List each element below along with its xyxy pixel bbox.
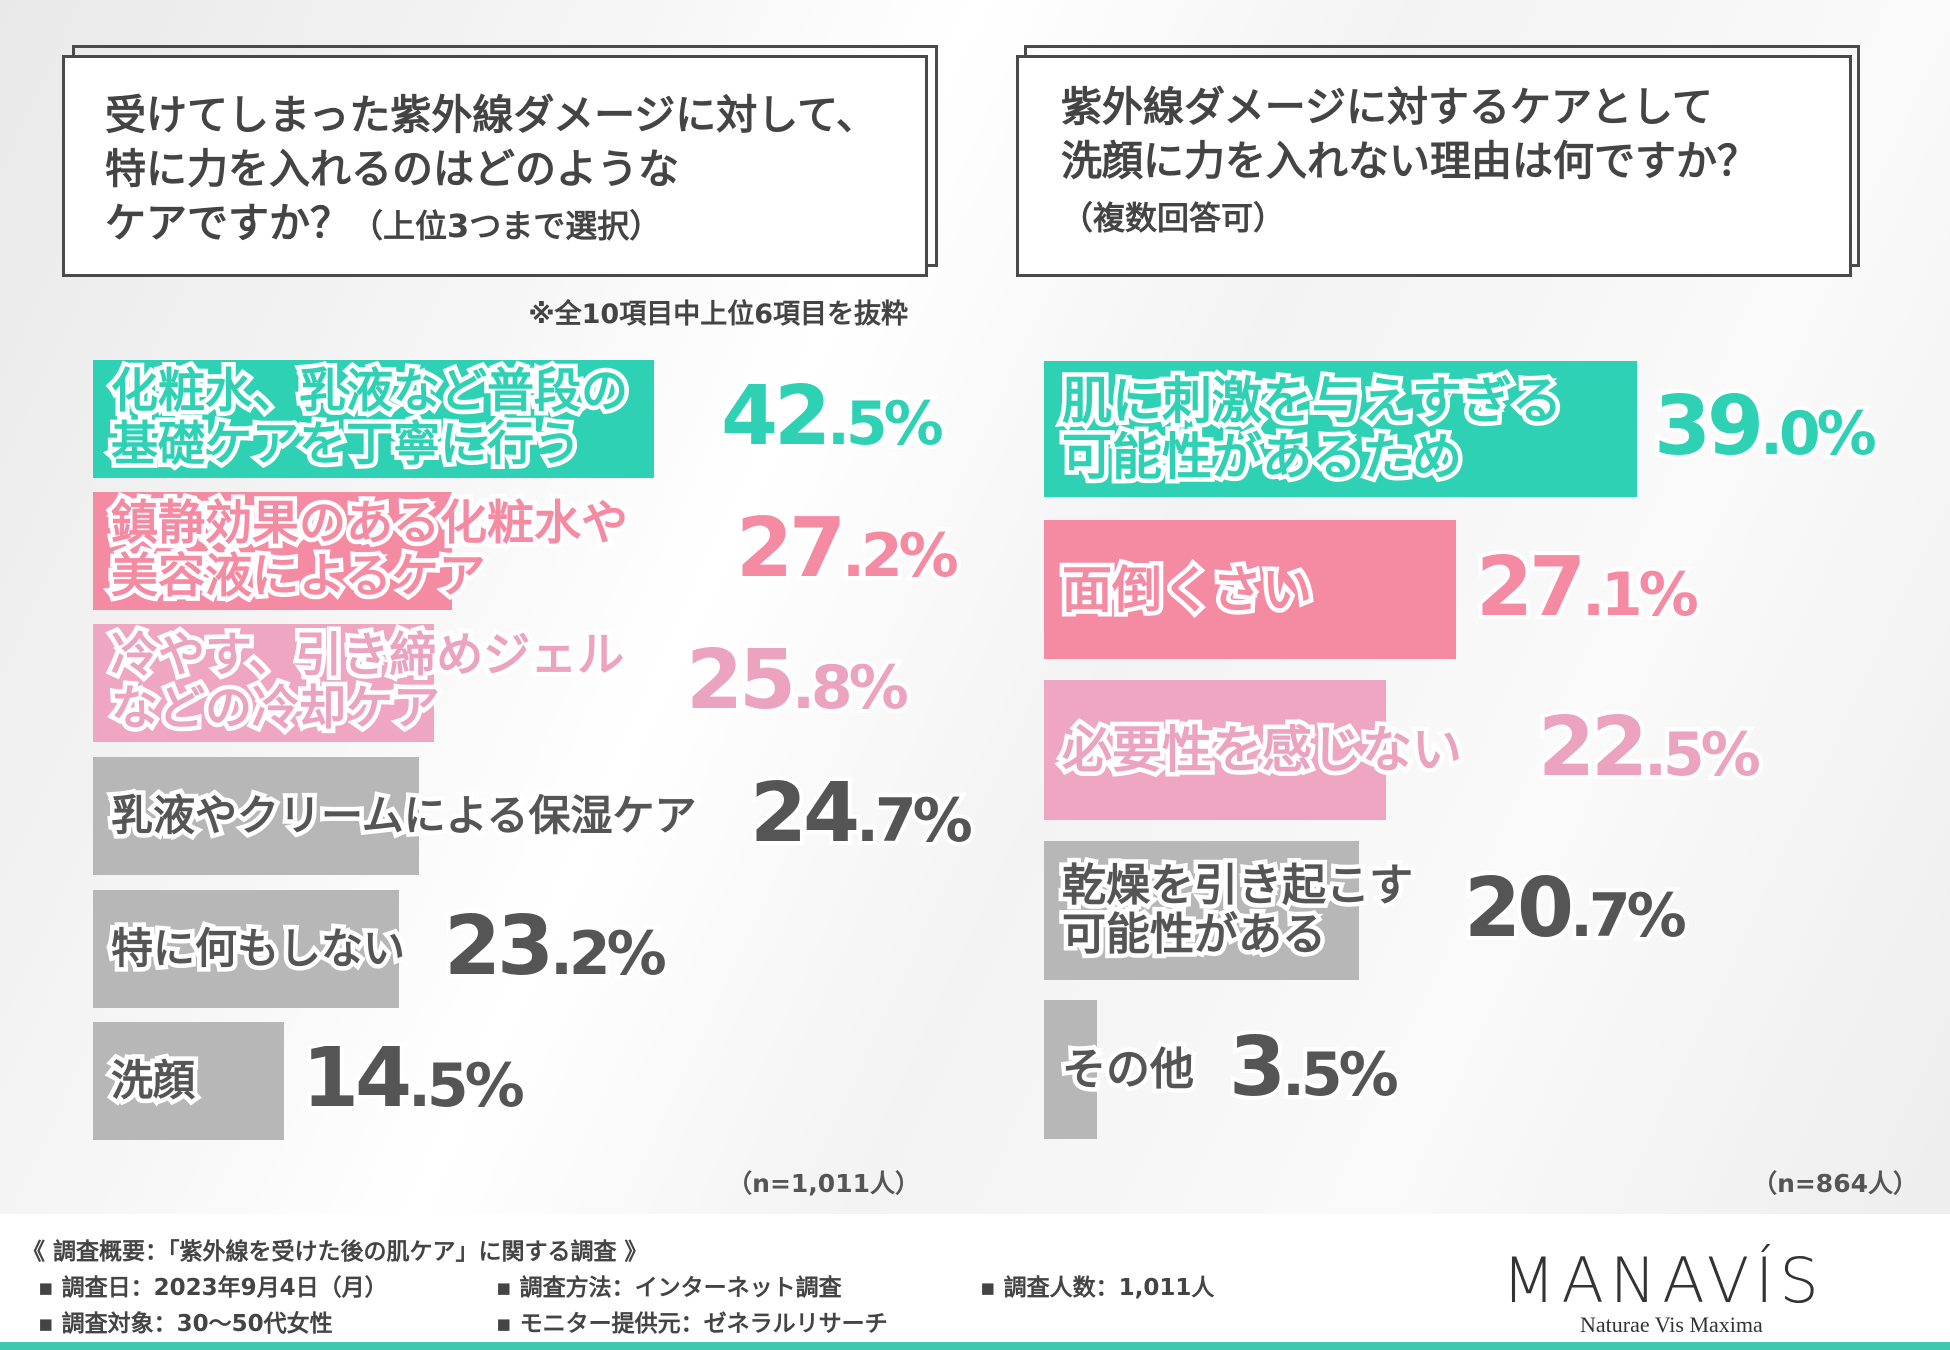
bar-label: 肌に刺激を与えすぎる 可能性があるため — [1058, 369, 1567, 490]
survey-method: ▪ 調査方法：インターネット調査 — [496, 1275, 842, 1301]
bar — [93, 624, 434, 742]
survey-date: ▪ 調査日：2023年9月4日（月） — [38, 1275, 388, 1301]
survey-count: ▪ 調査人数：1,011人 — [980, 1275, 1215, 1301]
brand-tagline: Naturae Vis Maxima — [1580, 1312, 1763, 1337]
bar-value-label: 25.8% — [682, 629, 913, 732]
bar — [93, 757, 420, 875]
bar-label: 乾燥を引き起こす 可能性がある — [1057, 857, 1417, 964]
bar-label: 特に何もしない — [106, 921, 409, 977]
bar-value-label: 27.1% — [1472, 536, 1703, 639]
left-question-subtitle: （上位3つまで選択） — [351, 207, 662, 245]
bar-value-label: 42.5% — [717, 365, 948, 468]
bar-label: 洗顔 — [106, 1053, 199, 1109]
bar — [93, 890, 400, 1008]
survey-target: ▪ 調査対象：30〜50代女性 — [38, 1311, 333, 1337]
bar-value-label: 3.5% — [1225, 1016, 1403, 1119]
bar-label: 乳液やクリームによる保湿ケア — [106, 788, 700, 844]
bar — [1044, 361, 1637, 497]
bar — [93, 360, 654, 478]
bar-label: 必要性を感じない — [1058, 718, 1467, 783]
right-question-subtitle: （複数回答可） — [1061, 199, 1286, 237]
bar-label: 冷やす、引き締めジェル などの冷却ケア — [106, 625, 628, 739]
bar-value-label: 20.7% — [1460, 857, 1691, 960]
bar-value-label: 39.0% — [1650, 375, 1881, 478]
bar — [1044, 680, 1387, 820]
survey-heading: 《 調査概要：「紫外線を受けた後の肌ケア」に関する調査 》 — [22, 1239, 648, 1265]
right-question-box: 紫外線ダメージに対するケアとして 洗顔に力を入れない理由は何ですか？ （複数回答可… — [1016, 55, 1852, 277]
survey-footer: 《 調査概要：「紫外線を受けた後の肌ケア」に関する調査 》 ▪ 調査日：2023… — [0, 1214, 1950, 1350]
bar — [1044, 1000, 1098, 1139]
right-question-title: 紫外線ダメージに対するケアとして 洗顔に力を入れない理由は何ですか？ （複数回答可… — [1061, 83, 1758, 237]
bar-value-label: 24.7% — [746, 762, 977, 865]
bar — [93, 492, 453, 610]
bar-label: 面倒くさい — [1058, 557, 1317, 622]
left-question-box: 受けてしまった紫外線ダメージに対して、 特に力を入れるのはどのような ケアですか… — [62, 55, 928, 277]
items-note: ※全10項目中上位6項目を抜粋 — [528, 299, 908, 330]
left-sample-size: （n=1,011人） — [727, 1169, 920, 1198]
bar — [1044, 841, 1359, 980]
left-question-title: 受けてしまった紫外線ダメージに対して、 特に力を入れるのはどのような ケアですか… — [105, 91, 878, 247]
right-sample-size: （n=864人） — [1752, 1169, 1918, 1198]
brand-logo: MANAVÍS — [1502, 1244, 1825, 1317]
bar-label: 鎮静効果のある化粧水や 美容液によるケア — [107, 493, 633, 607]
bar-value-label: 22.5% — [1534, 696, 1765, 799]
bar-value-label: 14.5% — [298, 1027, 529, 1130]
survey-provider: ▪ モニター提供元：ゼネラルリサーチ — [496, 1311, 888, 1337]
bar-value-label: 27.2% — [732, 497, 963, 600]
bar-label: その他 — [1058, 1040, 1199, 1099]
bar — [93, 1022, 285, 1140]
footer-accent-line — [0, 1342, 1950, 1350]
bar-value-label: 23.2% — [440, 895, 671, 998]
bar — [1044, 520, 1457, 659]
bar-label: 化粧水、乳液など普段の 基礎ケアを丁寧に行う — [107, 361, 633, 475]
